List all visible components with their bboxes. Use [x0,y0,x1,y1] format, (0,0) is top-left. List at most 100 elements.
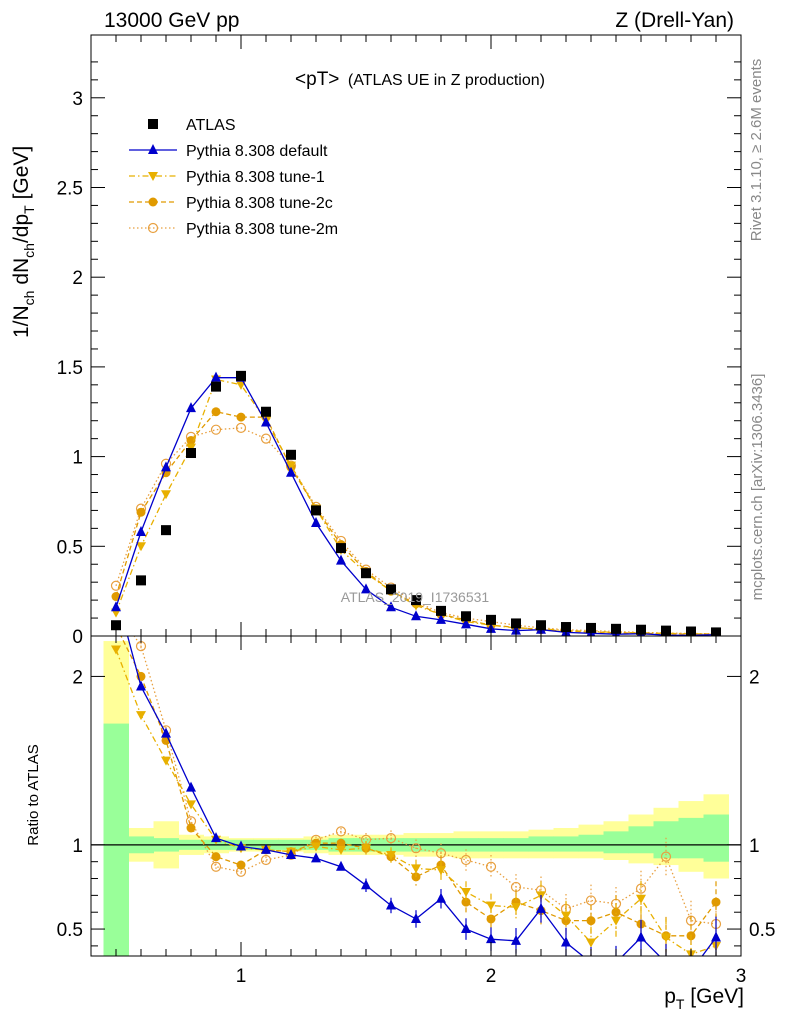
data-point-atlas [536,620,546,630]
ratio-point-pythia-8-308-default [411,913,421,923]
ratio-point-pythia-8-308-default [636,931,646,941]
legend-label-pythia-8-308-tune-2m: Pythia 8.308 tune-2m [186,221,338,238]
ratio-point-pythia-8-308-tune-1 [136,711,146,720]
data-point-pythia-8-308-tune-2c [137,508,146,517]
ratio-bands [91,641,741,956]
ratio-point-pythia-8-308-tune-2c [212,852,221,861]
ratio-point-pythia-8-308-tune-1 [161,757,171,766]
rivet-label: Rivet 3.1.10, ≥ 2.6M events [748,59,765,242]
ratio-panel: 1 2 3 0.5 0.5 1 1 2 2 Ratio to ATLAS pT [GeV] [25,586,775,1012]
main-title: <pT> (ATLAS UE in Z production) [295,69,545,90]
x-axis-label: pT [GeV] [664,985,744,1012]
ratio-y-tick-label-right: 0.5 [749,920,775,941]
ratio-point-pythia-8-308-default [386,899,396,909]
data-point-atlas [511,618,521,628]
stat-uncertainty-band [579,835,605,852]
data-point-atlas [261,407,271,417]
main-y-axis-label: 1/Nch dNch/dpT [GeV] [10,146,37,338]
data-point-pythia-8-308-default [136,526,146,536]
data-point-atlas [336,543,346,553]
ratio-y-axis-label: Ratio to ATLAS [25,744,42,845]
ratio-point-pythia-8-308-default [611,957,621,967]
main-y-tick-label: 0.5 [57,537,83,558]
legend: ATLAS Pythia 8.308 default Pythia 8.308 tu… [129,117,338,238]
stat-uncertainty-band [654,821,680,858]
stat-uncertainty-band [104,724,130,956]
stat-uncertainty-band [704,815,730,862]
ratio-y-tick-label-right: 1 [749,836,760,857]
data-point-atlas [436,606,446,616]
plot-canvas: 13000 GeV pp Z (Drell-Yan) Rivet 3.1.10,… [0,0,786,1024]
ratio-point-pythia-8-308-tune-1 [461,888,471,897]
main-y-tick-label: 2.5 [57,178,83,199]
ratio-point-pythia-8-308-tune-2c [712,898,721,907]
data-point-atlas [161,525,171,535]
data-point-atlas [286,450,296,460]
main-y-tick-label: 0 [72,627,83,648]
data-point-pythia-8-308-tune-1 [161,490,171,499]
data-point-atlas [186,448,196,458]
main-panel: ATLAS_2019_I1736531 00.511.522.53 <pT> (… [10,35,741,648]
main-y-tick-label: 3 [72,89,83,110]
mcplots-label: mcplots.cern.ch [arXiv:1306.3436] [749,374,766,601]
data-point-pythia-8-308-default [111,601,121,611]
ratio-point-pythia-8-308-tune-1 [511,903,521,912]
ratio-point-pythia-8-308-tune-2c [237,861,246,870]
main-title-sub: (ATLAS UE in Z production) [348,72,545,89]
ratio-point-pythia-8-308-default [186,782,196,792]
ratio-y-tick-label-left: 2 [72,667,83,688]
stat-uncertainty-band [604,831,630,853]
ratio-point-pythia-8-308-tune-1 [486,901,496,910]
ratio-point-pythia-8-308-default [686,965,696,975]
legend-label-pythia-8-308-default: Pythia 8.308 default [186,143,328,160]
process-label: Z (Drell-Yan) [615,9,734,32]
ratio-point-pythia-8-308-tune-2c [587,916,596,925]
ratio-frame [91,636,741,956]
data-point-atlas [311,505,321,515]
legend-label-atlas: ATLAS [186,117,236,134]
ratio-point-pythia-8-308-tune-1 [611,917,621,926]
main-title-main: <pT> [295,69,339,90]
ratio-y-tick-label-left: 1 [72,836,83,857]
x-tick-label: 2 [486,966,497,987]
data-point-pythia-8-308-default [311,517,321,527]
legend-marker-pythia-8-308-tune-2c [149,198,158,207]
data-point-atlas [136,575,146,585]
main-y-tick-label: 1.5 [57,358,83,379]
main-y-tick-label: 1 [72,448,83,469]
data-point-atlas [361,568,371,578]
ratio-data-layer [111,586,721,991]
legend-marker-pythia-8-308-default [148,144,158,154]
data-point-pythia-8-308-tune-2c [237,413,246,422]
ratio-point-pythia-8-308-default [586,957,596,967]
collision-label: 13000 GeV pp [104,9,239,32]
data-point-pythia-8-308-tune-1 [236,381,246,390]
data-point-atlas [111,620,121,630]
data-point-atlas [211,382,221,392]
ratio-y-tick-label-left: 0.5 [57,920,83,941]
ratio-point-pythia-8-308-default [436,893,446,903]
data-point-pythia-8-308-tune-2m [262,434,271,443]
legend-label-pythia-8-308-tune-1: Pythia 8.308 tune-1 [186,169,325,186]
stat-uncertainty-band [629,826,655,853]
stat-uncertainty-band [554,836,580,851]
ratio-point-pythia-8-308-tune-1 [586,939,596,948]
ratio-point-pythia-8-308-default [661,957,671,967]
x-tick-label: 1 [236,966,247,987]
ratio-point-pythia-8-308-tune-1 [411,864,421,873]
stat-uncertainty-band [679,818,705,858]
ratio-point-pythia-8-308-tune-2c [187,824,196,833]
ratio-y-tick-label-right: 2 [749,667,760,688]
legend-label-pythia-8-308-tune-2c: Pythia 8.308 tune-2c [186,195,333,212]
data-point-pythia-8-308-tune-2c [212,407,221,416]
ratio-point-pythia-8-308-default [361,879,371,889]
legend-marker-atlas [148,119,158,129]
data-point-atlas [461,611,471,621]
ratio-line-pythia-8-308-tune-2c [116,626,716,936]
ratio-point-pythia-8-308-default [711,931,721,941]
ratio-point-pythia-8-308-tune-2c [487,914,496,923]
main-y-tick-label: 2 [72,268,83,289]
ratio-line-pythia-8-308-tune-1 [116,650,716,955]
x-tick-label: 3 [736,966,747,987]
data-point-atlas [236,371,246,381]
